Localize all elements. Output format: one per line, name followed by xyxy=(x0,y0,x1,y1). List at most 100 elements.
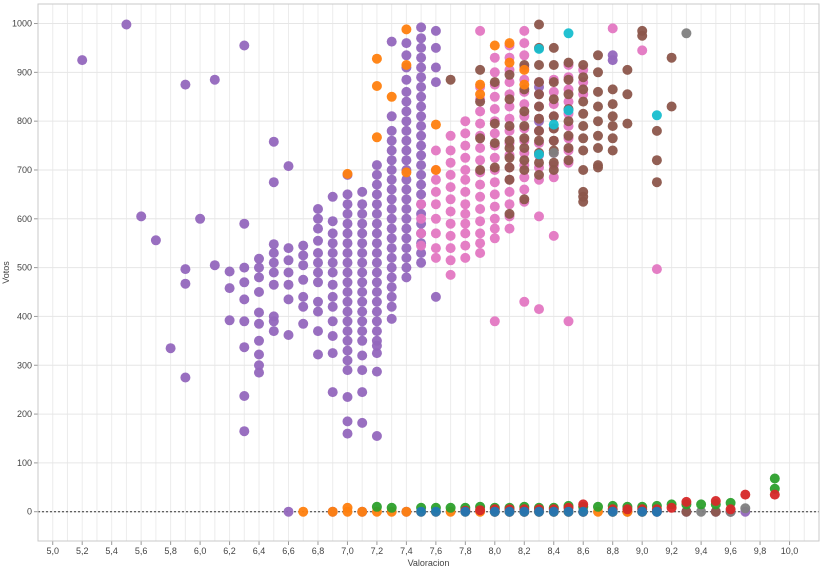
data-point[interactable] xyxy=(430,243,441,254)
data-point[interactable] xyxy=(342,326,353,337)
data-point[interactable] xyxy=(209,260,220,271)
data-point[interactable] xyxy=(637,45,648,56)
data-point[interactable] xyxy=(593,116,603,127)
data-point[interactable] xyxy=(180,264,191,275)
data-point[interactable] xyxy=(180,79,191,90)
data-point[interactable] xyxy=(327,506,338,517)
data-point[interactable] xyxy=(327,257,338,268)
data-point[interactable] xyxy=(504,152,515,163)
data-point[interactable] xyxy=(489,506,500,517)
data-point[interactable] xyxy=(254,318,264,329)
data-point[interactable] xyxy=(666,502,677,513)
data-point[interactable] xyxy=(313,349,323,360)
data-point[interactable] xyxy=(475,204,486,214)
data-point[interactable] xyxy=(504,57,515,68)
data-point[interactable] xyxy=(563,57,574,68)
data-point[interactable] xyxy=(430,165,441,175)
data-point[interactable] xyxy=(298,250,309,261)
data-point[interactable] xyxy=(327,291,338,302)
data-point[interactable] xyxy=(475,228,486,239)
data-point[interactable] xyxy=(489,91,500,102)
data-point[interactable] xyxy=(401,204,412,214)
data-point[interactable] xyxy=(578,96,589,107)
data-point[interactable] xyxy=(357,506,368,517)
data-point[interactable] xyxy=(357,316,368,327)
data-point[interactable] xyxy=(401,125,412,136)
data-point[interactable] xyxy=(401,194,412,205)
data-point[interactable] xyxy=(489,177,500,188)
data-point[interactable] xyxy=(460,186,471,197)
data-point[interactable] xyxy=(534,89,544,100)
data-point[interactable] xyxy=(593,67,603,78)
data-point[interactable] xyxy=(386,111,397,122)
data-point[interactable] xyxy=(401,252,412,263)
data-point[interactable] xyxy=(769,473,780,484)
data-point[interactable] xyxy=(519,64,530,75)
data-point[interactable] xyxy=(504,38,515,49)
data-point[interactable] xyxy=(475,165,486,175)
data-point[interactable] xyxy=(489,138,500,149)
data-point[interactable] xyxy=(445,169,456,180)
data-point[interactable] xyxy=(357,257,368,268)
data-point[interactable] xyxy=(475,179,486,190)
data-point[interactable] xyxy=(416,257,427,268)
data-point[interactable] xyxy=(342,208,353,219)
data-point[interactable] xyxy=(268,279,279,290)
data-point[interactable] xyxy=(416,213,427,224)
data-point[interactable] xyxy=(504,143,515,153)
data-point[interactable] xyxy=(357,387,368,398)
data-point[interactable] xyxy=(239,277,250,288)
data-point[interactable] xyxy=(578,499,589,510)
data-point[interactable] xyxy=(519,50,530,61)
data-point[interactable] xyxy=(534,125,544,136)
data-point[interactable] xyxy=(416,111,427,122)
data-point[interactable] xyxy=(489,118,500,129)
data-point[interactable] xyxy=(460,165,471,175)
data-point[interactable] xyxy=(416,42,427,53)
data-point[interactable] xyxy=(445,502,456,513)
data-point[interactable] xyxy=(548,165,559,175)
data-point[interactable] xyxy=(489,128,500,139)
data-point[interactable] xyxy=(342,365,353,376)
data-point[interactable] xyxy=(504,186,515,197)
data-point[interactable] xyxy=(401,167,412,178)
data-point[interactable] xyxy=(357,335,368,346)
data-point[interactable] xyxy=(342,218,353,229)
data-point[interactable] xyxy=(386,502,397,513)
data-point[interactable] xyxy=(401,145,412,156)
data-point[interactable] xyxy=(504,174,515,185)
data-point[interactable] xyxy=(607,506,618,517)
data-point[interactable] xyxy=(150,235,161,246)
data-point[interactable] xyxy=(430,213,441,224)
data-point[interactable] xyxy=(386,91,397,102)
data-point[interactable] xyxy=(283,161,294,172)
data-point[interactable] xyxy=(386,301,397,312)
data-point[interactable] xyxy=(563,74,574,85)
data-point[interactable] xyxy=(371,296,382,307)
data-point[interactable] xyxy=(327,348,338,359)
data-point[interactable] xyxy=(489,77,500,88)
data-point[interactable] xyxy=(313,267,323,278)
data-point[interactable] xyxy=(371,81,382,91)
data-point[interactable] xyxy=(519,296,530,307)
data-point[interactable] xyxy=(327,331,338,341)
data-point[interactable] xyxy=(548,94,559,105)
data-point[interactable] xyxy=(401,74,412,85)
data-point[interactable] xyxy=(445,157,456,168)
data-point[interactable] xyxy=(651,110,662,121)
data-point[interactable] xyxy=(342,316,353,327)
data-point[interactable] xyxy=(254,349,264,360)
data-point[interactable] xyxy=(430,506,441,517)
data-point[interactable] xyxy=(563,506,574,517)
data-point[interactable] xyxy=(489,213,500,224)
data-point[interactable] xyxy=(327,267,338,278)
data-point[interactable] xyxy=(681,28,692,39)
data-point[interactable] xyxy=(416,22,427,33)
data-point[interactable] xyxy=(386,135,397,146)
data-point[interactable] xyxy=(430,42,441,53)
data-point[interactable] xyxy=(342,335,353,346)
data-point[interactable] xyxy=(371,326,382,337)
data-point[interactable] xyxy=(254,272,264,283)
data-point[interactable] xyxy=(548,42,559,53)
data-point[interactable] xyxy=(622,504,633,515)
